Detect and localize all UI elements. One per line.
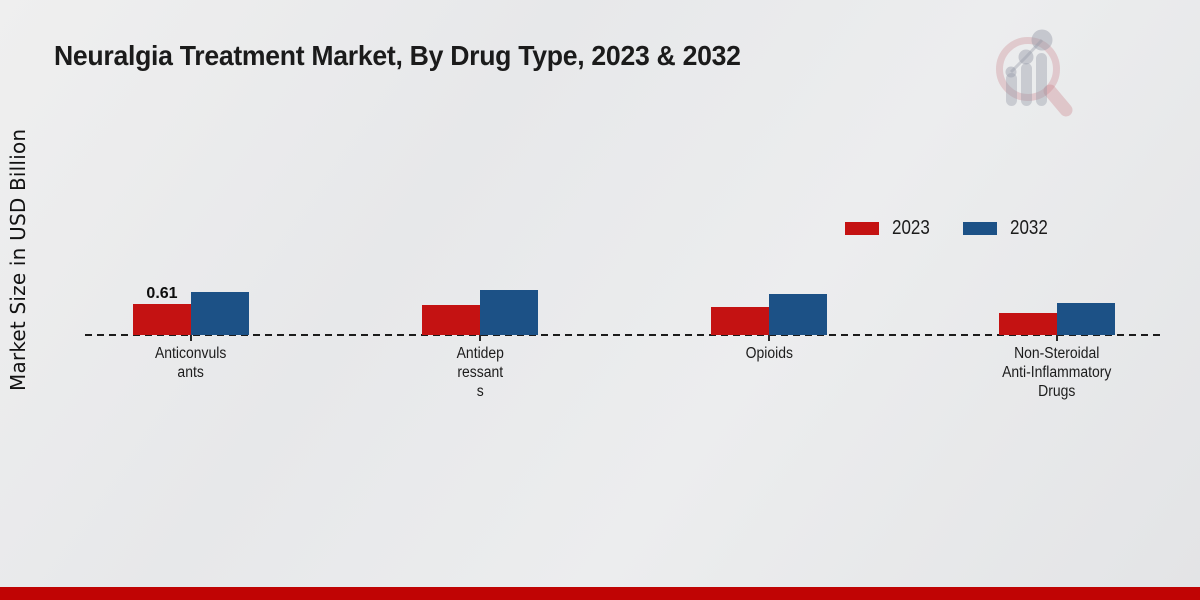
x-axis-tick: [768, 335, 770, 341]
logo-bar-2: [1021, 63, 1032, 106]
category-label-anticonvulsants: Anticonvuls ants: [106, 344, 276, 382]
chart-title: Neuralgia Treatment Market, By Drug Type…: [54, 40, 741, 71]
logo-trend-line: [1009, 38, 1044, 74]
category-label-text: Non-Steroidal Anti-Inflammatory Drugs: [1002, 345, 1112, 400]
x-axis-baseline: [85, 334, 1163, 336]
bar-2023-anticonvulsants: [133, 304, 191, 335]
category-label-non-steroidal-anti-inflammatory-drugs: Non-Steroidal Anti-Inflammatory Drugs: [972, 344, 1142, 401]
logo-dot-large: [1031, 29, 1053, 51]
category-label-text: Opioids: [745, 345, 793, 362]
footer-red-strip: [0, 587, 1200, 600]
logo-bar-3: [1036, 53, 1047, 106]
bar-2023-opioids: [711, 307, 769, 335]
bar-2023-non-steroidal-anti-inflammatory-drugs: [999, 313, 1057, 335]
logo-dot-medium: [1018, 49, 1034, 65]
logo-dot-small: [1005, 66, 1017, 78]
category-label-text: Antidep ressant s: [456, 345, 504, 400]
magnifier-handle: [1043, 84, 1073, 117]
logo-bar-1: [1006, 73, 1017, 106]
legend-item-2032: 2032: [962, 217, 1055, 240]
bar-2032-antidepressants: [480, 290, 538, 335]
category-label-antidepressants: Antidep ressant s: [395, 344, 565, 401]
legend-swatch-2032: [962, 222, 997, 235]
legend: 2023 2032: [845, 217, 1054, 240]
bar-2032-non-steroidal-anti-inflammatory-drugs: [1057, 303, 1115, 335]
legend-label-2032: 2032: [1009, 217, 1048, 239]
legend-swatch-2023: [845, 222, 879, 235]
category-label-opioids: Opioids: [684, 344, 854, 363]
magnifier-bar-chart-watermark-icon: [996, 29, 1073, 117]
bar-2023-antidepressants: [422, 305, 480, 335]
x-axis-tick: [190, 335, 192, 341]
category-label-text: Anticonvuls ants: [155, 345, 227, 381]
x-axis-tick: [479, 335, 481, 341]
x-axis-tick: [1056, 335, 1058, 341]
bar-2032-opioids: [769, 294, 827, 335]
magnifier-ring: [996, 37, 1060, 101]
legend-label-2023: 2023: [892, 217, 930, 239]
legend-item-2023: 2023: [845, 217, 937, 240]
bar-2032-anticonvulsants: [191, 292, 249, 335]
bar-value-label: 0.61: [146, 285, 178, 302]
